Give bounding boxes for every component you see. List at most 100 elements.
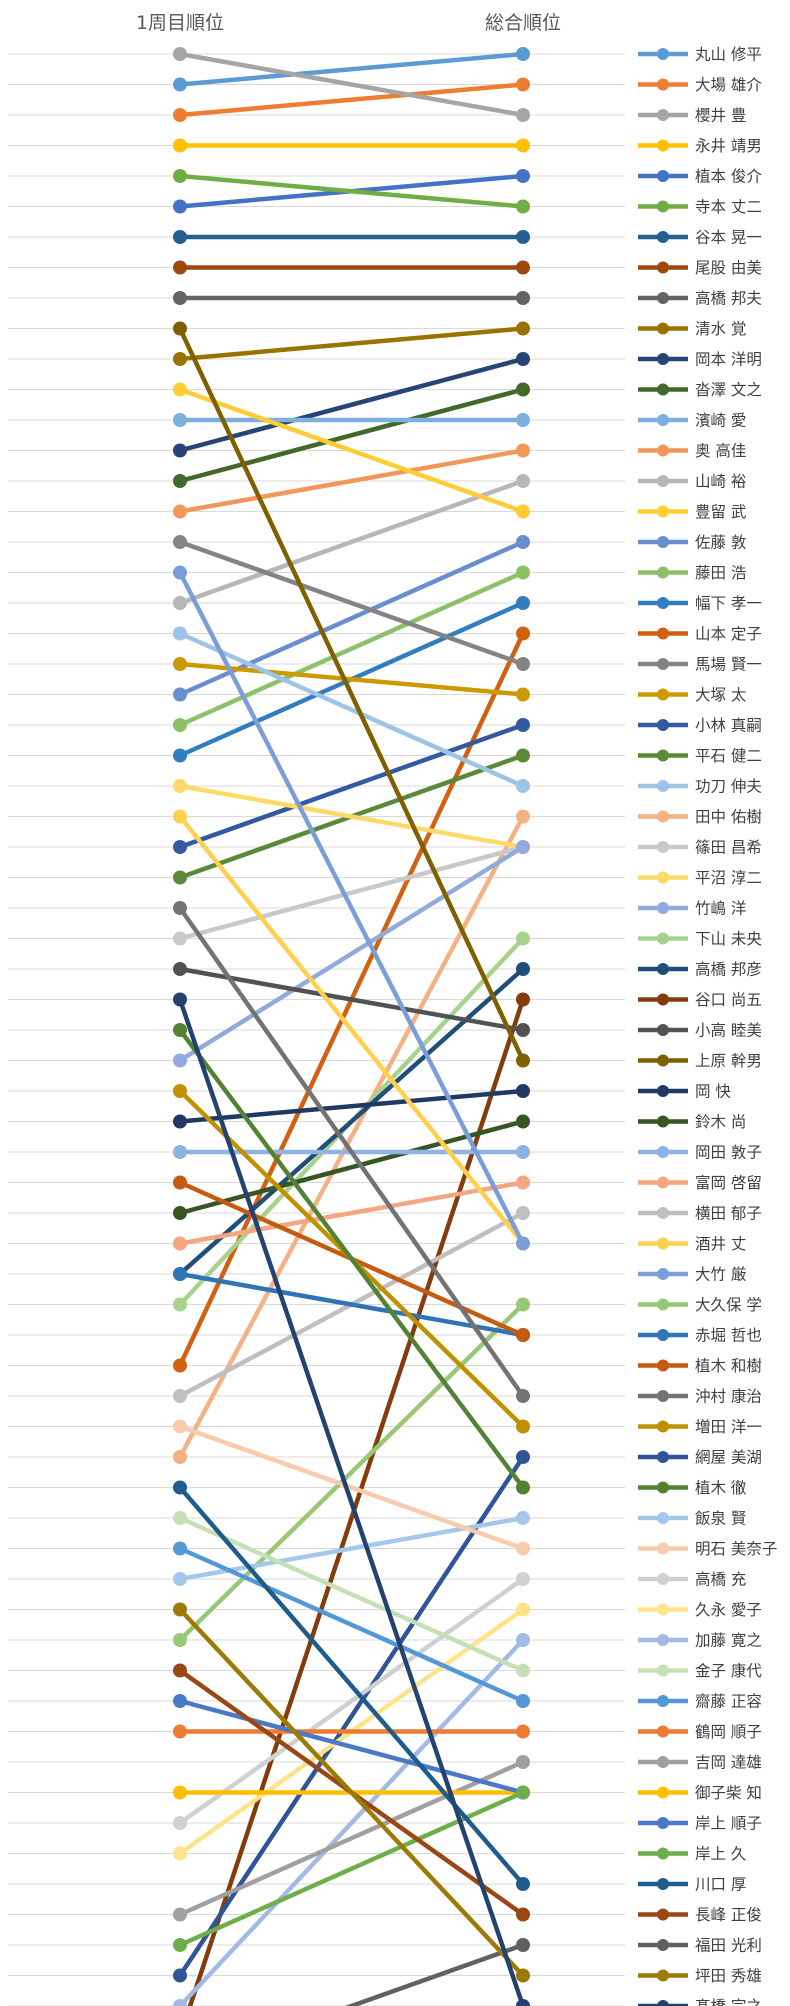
point-first-lap — [173, 1450, 187, 1464]
legend-label: 御子柴 知 — [695, 1784, 762, 1802]
legend-swatch-marker — [657, 1329, 669, 1341]
legend-label: 大竹 厳 — [695, 1266, 747, 1284]
legend-swatch-marker — [657, 566, 669, 579]
legend-item: 岡田 敦子 — [638, 1144, 762, 1162]
series-line — [177, 814, 526, 1460]
legend-item: 谷口 尚五 — [638, 991, 762, 1009]
legend-label: 長峰 正俊 — [695, 1906, 762, 1924]
series-56 — [173, 1724, 530, 1739]
point-overall — [516, 1724, 530, 1739]
legend-item: 大久保 学 — [638, 1296, 762, 1314]
legend-label: 岡田 敦子 — [695, 1144, 762, 1162]
series-line — [177, 82, 526, 118]
legend-item: 飯泉 賢 — [638, 1510, 746, 1528]
point-first-lap — [173, 1541, 187, 1556]
legend-item: 赤堀 哲也 — [638, 1327, 762, 1345]
legend-swatch-marker — [657, 1939, 669, 1951]
legend-swatch-marker — [657, 1756, 669, 1768]
series-36 — [173, 1114, 530, 1220]
legend-swatch-marker — [657, 1725, 669, 1738]
series-13 — [173, 413, 530, 427]
point-first-lap — [173, 1511, 187, 1525]
point-overall — [516, 1023, 530, 1037]
legend-label: 横田 郁子 — [695, 1205, 762, 1223]
series-48 — [173, 1023, 530, 1495]
legend-label: 坪田 秀雄 — [695, 1967, 762, 1985]
legend-swatch-marker — [657, 78, 669, 91]
legend-item: 金子 康代 — [638, 1662, 762, 1680]
legend-swatch-marker — [657, 719, 669, 731]
point-first-lap — [173, 1358, 187, 1373]
series-11 — [173, 352, 530, 458]
x-label-first-lap: 1周目順位 — [136, 12, 224, 34]
legend-label: 鶴岡 順子 — [695, 1723, 762, 1741]
series-15 — [173, 474, 530, 610]
legend-label: 岡 快 — [695, 1083, 731, 1101]
legend-swatch-marker — [657, 170, 669, 182]
legend-item: 馬場 賢一 — [638, 656, 762, 674]
point-first-lap — [173, 321, 187, 336]
legend-item: 平沼 淳二 — [638, 869, 762, 887]
legend-item: 福田 光利 — [638, 1937, 762, 1955]
legend-swatch-marker — [657, 231, 669, 243]
legend-label: 丸山 修平 — [695, 46, 762, 64]
series-65 — [173, 992, 530, 2006]
point-first-lap — [173, 718, 187, 732]
legend-swatch-marker — [657, 200, 669, 213]
point-overall — [516, 1511, 530, 1525]
point-first-lap — [173, 260, 187, 275]
series-line — [177, 722, 526, 850]
point-first-lap — [173, 443, 187, 458]
point-first-lap — [173, 1572, 187, 1586]
point-first-lap — [173, 657, 187, 671]
series-42 — [173, 1297, 530, 1647]
point-overall — [516, 1755, 530, 1769]
legend-swatch-marker — [657, 109, 669, 121]
legend-label: 網屋 美湖 — [695, 1449, 762, 1467]
legend-label: 高橋 邦夫 — [695, 290, 762, 308]
series-line — [177, 844, 526, 1063]
legend-item: 大塚 太 — [638, 686, 747, 704]
legend-item: 櫻井 豊 — [638, 107, 746, 125]
legend-item: 酒井 丈 — [638, 1235, 746, 1253]
legend-label: 山本 定子 — [695, 625, 762, 643]
point-first-lap — [173, 779, 187, 793]
series-25 — [173, 626, 530, 793]
series-2 — [173, 77, 530, 122]
point-overall — [516, 1938, 530, 1952]
point-first-lap — [173, 291, 187, 305]
legend-swatch-marker — [657, 963, 669, 975]
point-first-lap — [173, 1053, 187, 1068]
point-overall — [516, 1541, 530, 1556]
point-overall — [516, 535, 530, 549]
legend-item: 岸上 久 — [638, 1845, 746, 1863]
series-line — [177, 661, 526, 697]
point-overall — [516, 1145, 530, 1159]
series-line — [177, 51, 526, 118]
point-overall — [516, 291, 530, 305]
legend-swatch-marker — [657, 353, 669, 365]
legend-swatch-marker — [657, 1969, 669, 1982]
point-first-lap — [173, 169, 187, 183]
point-first-lap — [173, 47, 187, 61]
legend-swatch-marker — [657, 1054, 669, 1067]
legend-item: 髙橋 宗之 — [638, 1998, 762, 2006]
point-first-lap — [173, 1602, 187, 1617]
series-26 — [173, 809, 530, 1464]
legend-swatch-marker — [657, 1512, 669, 1524]
point-first-lap — [173, 1023, 187, 1037]
series-line — [177, 387, 526, 484]
point-overall — [516, 962, 530, 976]
series-55 — [173, 1541, 530, 1708]
legend-label: 金子 康代 — [695, 1662, 762, 1680]
legend-label: 平沼 淳二 — [695, 869, 762, 887]
series-line — [177, 905, 526, 1399]
legend-swatch-marker — [657, 749, 669, 762]
legend-label: 濱崎 愛 — [695, 412, 746, 430]
point-first-lap — [173, 138, 187, 153]
legend-item: 濱崎 愛 — [638, 412, 746, 430]
point-first-lap — [173, 77, 187, 92]
point-first-lap — [173, 504, 187, 519]
legend-label: 大塚 太 — [695, 686, 747, 704]
